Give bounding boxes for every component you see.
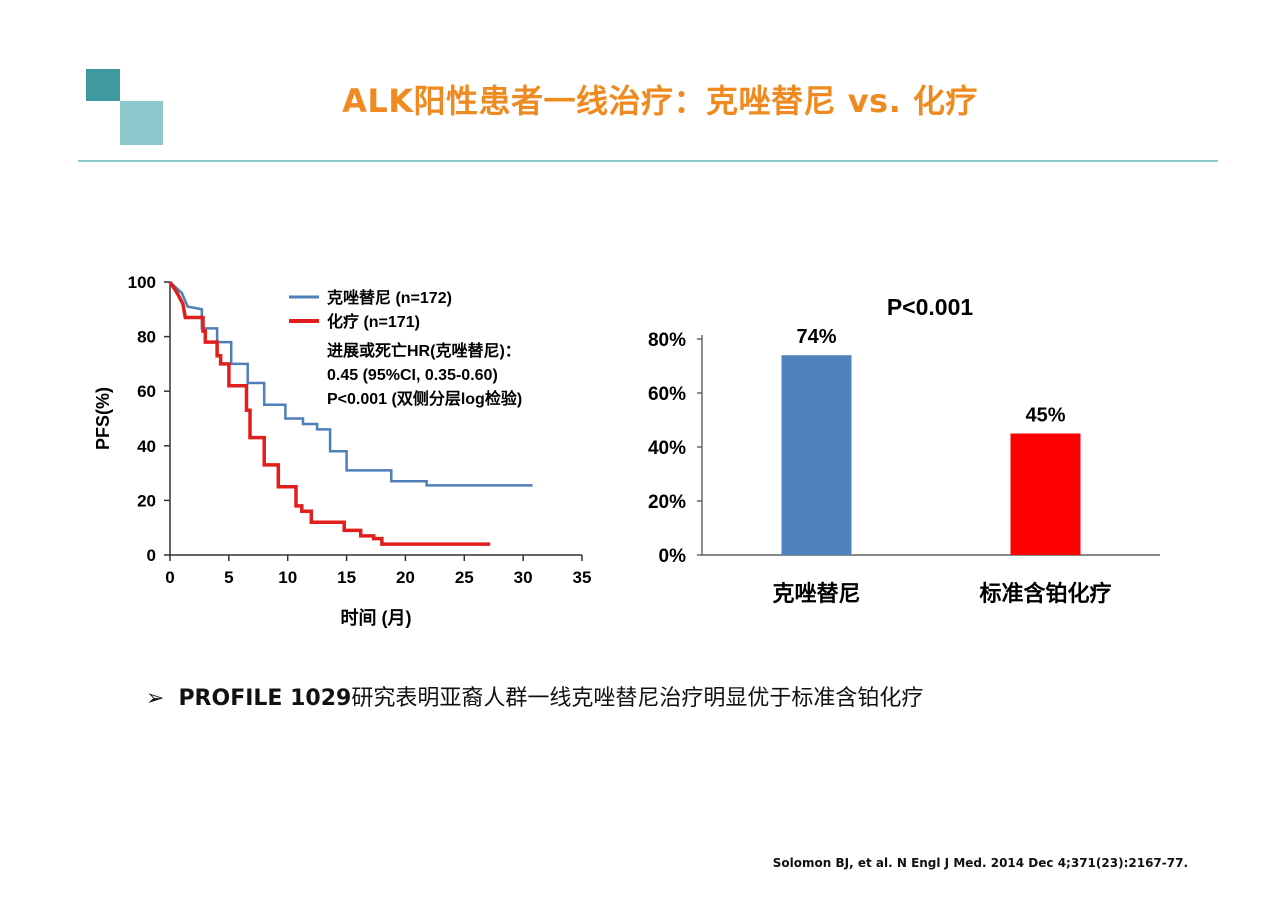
category-label: 克唑替尼 <box>772 581 860 606</box>
y-tick-label: 100 <box>128 273 156 292</box>
bullet-lead-text: PROFILE 1029 <box>178 686 352 711</box>
hr-annotation: 0.45 (95%CI, 0.35-0.60) <box>327 367 498 384</box>
citation: Solomon BJ, et al. N Engl J Med. 2014 De… <box>772 856 1188 870</box>
y-tick-label: 0% <box>659 546 687 567</box>
y-tick-label: 20% <box>648 492 686 513</box>
legend-label: 化疗 (n=171) <box>327 312 420 331</box>
x-tick-label: 15 <box>337 568 356 587</box>
category-label: 标准含铂化疗 <box>979 581 1111 606</box>
x-tick-label: 5 <box>224 568 233 587</box>
x-axis-label: 时间 (月) <box>341 608 412 628</box>
conclusion-bullet: ➢ PROFILE 1029研究表明亚裔人群一线克唑替尼治疗明显优于标准含铂化疗 <box>146 680 923 712</box>
slide-title: ALK阳性患者一线治疗：克唑替尼 vs. 化疗 <box>342 82 978 120</box>
y-tick-label: 60 <box>137 382 156 401</box>
x-tick-label: 0 <box>165 568 174 587</box>
bar <box>1010 433 1081 555</box>
bar-chart-title: P<0.001 <box>887 294 974 320</box>
title-divider <box>78 160 1218 162</box>
hr-annotation: P<0.001 (双侧分层log检验) <box>327 389 522 408</box>
x-tick-label: 20 <box>396 568 415 587</box>
chemo-curve <box>168 281 491 546</box>
decor-square-light <box>120 101 163 145</box>
pfs-km-chart: 0 20 40 60 80 100 0 5 10 15 20 25 30 35 时间 (月) PFS(%) 克唑… <box>93 273 592 628</box>
y-axis-label: PFS(%) <box>93 387 113 450</box>
x-tick-label: 25 <box>455 568 474 587</box>
x-tick-label: 30 <box>514 568 533 587</box>
hr-annotation: 进展或死亡HR(克唑替尼)： <box>327 341 521 360</box>
y-tick-label: 80 <box>137 328 156 347</box>
legend-label: 克唑替尼 (n=172) <box>327 288 452 307</box>
decor-square-dark <box>86 69 120 101</box>
y-tick-label: 40 <box>137 437 156 456</box>
y-tick-label: 60% <box>648 384 686 405</box>
bullet-arrow-icon: ➢ <box>146 686 165 711</box>
x-tick-label: 10 <box>278 568 297 587</box>
y-tick-label: 40% <box>648 438 686 459</box>
y-tick-label: 0 <box>147 546 156 565</box>
bar-value-label: 45% <box>1025 405 1065 427</box>
x-tick-label: 35 <box>573 568 592 587</box>
y-tick-label: 20 <box>137 491 156 510</box>
y-tick-label: 80% <box>648 330 686 351</box>
bullet-body-text: 研究表明亚裔人群一线克唑替尼治疗明显优于标准含铂化疗 <box>351 686 924 711</box>
bar <box>781 355 852 555</box>
pfs-bar-chart: 0% 20% 40% 60% 80% P<0.001 74% 克唑替尼 45% 标准含铂化疗 <box>648 294 1160 606</box>
bar-value-label: 74% <box>796 326 836 348</box>
